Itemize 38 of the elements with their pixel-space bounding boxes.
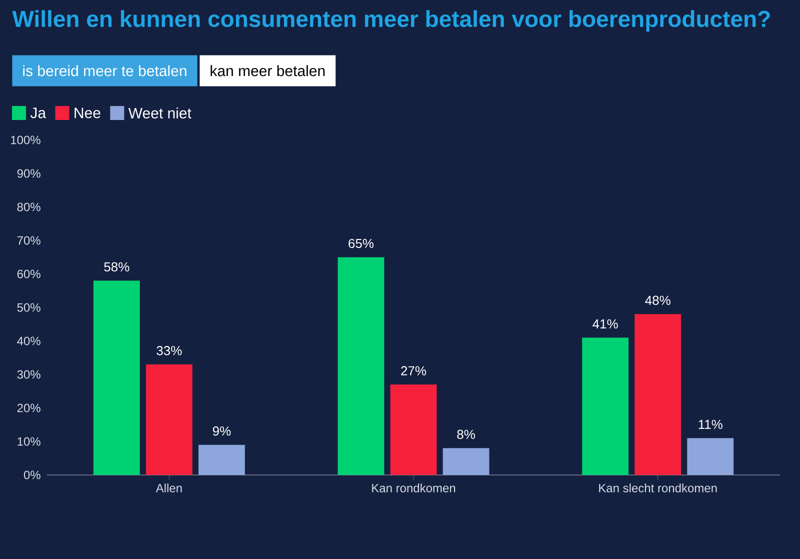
bar — [338, 257, 384, 475]
bar — [146, 364, 192, 475]
y-tick-label: 60% — [17, 270, 40, 278]
x-tick-label: Kan rondkomen — [372, 484, 456, 492]
bar — [198, 444, 245, 475]
y-tick-label: 80% — [17, 202, 40, 212]
y-tick-label: 70% — [17, 236, 40, 245]
bar — [93, 280, 140, 475]
data-label: 65% — [348, 238, 374, 248]
y-tick-label: 0% — [24, 470, 40, 480]
text: kan meer betalen — [210, 65, 325, 76]
chart-title: Willen en kunnen consumenten meer betalen voor boerenproducten? — [12, 10, 770, 32]
y-tick-label: 30% — [17, 370, 40, 379]
bar — [634, 314, 682, 475]
bar — [390, 384, 437, 475]
y-tick-label: 50% — [17, 303, 40, 312]
y-tick-label: 40% — [17, 336, 40, 346]
x-tick-label: Kan slecht rondkomen — [599, 484, 717, 492]
y-tick-label: 10% — [18, 437, 40, 446]
data-label: 41% — [592, 319, 618, 328]
data-label: 9% — [212, 426, 231, 436]
data-label: 27% — [401, 366, 426, 376]
y-tick-label: 20% — [17, 404, 40, 412]
data-label: 11% — [698, 420, 722, 429]
bar — [687, 438, 734, 475]
legend-label: Nee — [74, 108, 100, 118]
data-label: 48% — [645, 296, 670, 305]
x-tick-label: Allen — [156, 484, 182, 492]
legend-label: Weet niet — [128, 107, 192, 118]
data-label: 33% — [156, 346, 182, 356]
data-label: 58% — [104, 262, 130, 272]
bar — [582, 338, 629, 475]
y-tick-label: 90% — [17, 169, 40, 178]
text: is bereid meer te betalen — [23, 65, 186, 76]
data-label: 8% — [457, 430, 475, 439]
y-tick-label: 100% — [11, 136, 40, 144]
bar — [442, 448, 490, 475]
legend-label: Ja — [30, 108, 46, 118]
